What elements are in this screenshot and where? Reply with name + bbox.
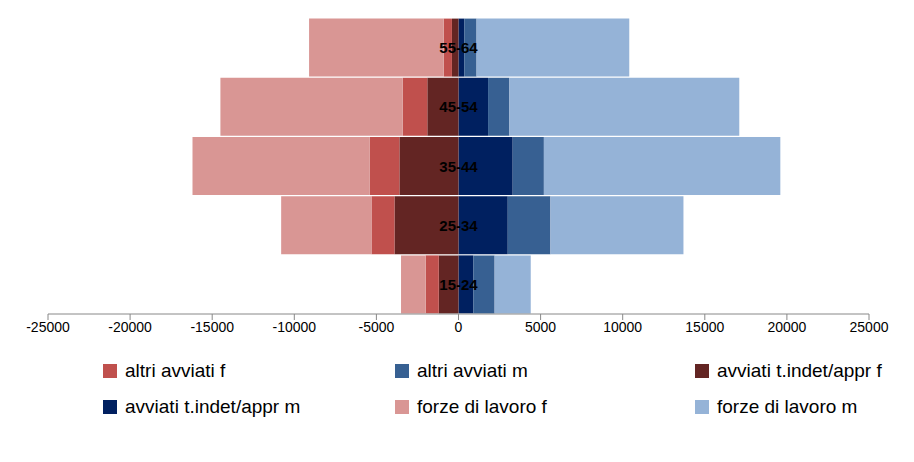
- svg-text:25000: 25000: [850, 319, 889, 335]
- svg-text:10000: 10000: [603, 319, 642, 335]
- html-text:forze di lavoro m: forze di lavoro m: [717, 396, 858, 417]
- svg-text:35-44: 35-44: [439, 158, 478, 175]
- svg-text:-20000: -20000: [108, 319, 152, 335]
- svg-text:-5000: -5000: [358, 319, 394, 335]
- svg-text:15-24: 15-24: [439, 276, 478, 293]
- html-text:altri avviati m: altri avviati m: [417, 360, 528, 381]
- html-text:forze di lavoro f: forze di lavoro f: [417, 396, 547, 417]
- html-text:avviati t.indet/appr m: avviati t.indet/appr m: [125, 396, 301, 417]
- html-text:avviati t.indet/appr f: avviati t.indet/appr f: [717, 360, 882, 381]
- svg-text:-15000: -15000: [190, 319, 234, 335]
- svg-text:-25000: -25000: [26, 319, 70, 335]
- html-text:altri avviati f: altri avviati f: [125, 360, 226, 381]
- svg-text:0: 0: [455, 319, 463, 335]
- svg-text:15000: 15000: [685, 319, 724, 335]
- svg-text:-10000: -10000: [273, 319, 317, 335]
- svg-text:20000: 20000: [767, 319, 806, 335]
- svg-text:45-54: 45-54: [439, 98, 478, 115]
- svg-text:55-64: 55-64: [439, 39, 478, 56]
- svg-text:25-34: 25-34: [439, 217, 478, 234]
- svg-text:5000: 5000: [525, 319, 556, 335]
